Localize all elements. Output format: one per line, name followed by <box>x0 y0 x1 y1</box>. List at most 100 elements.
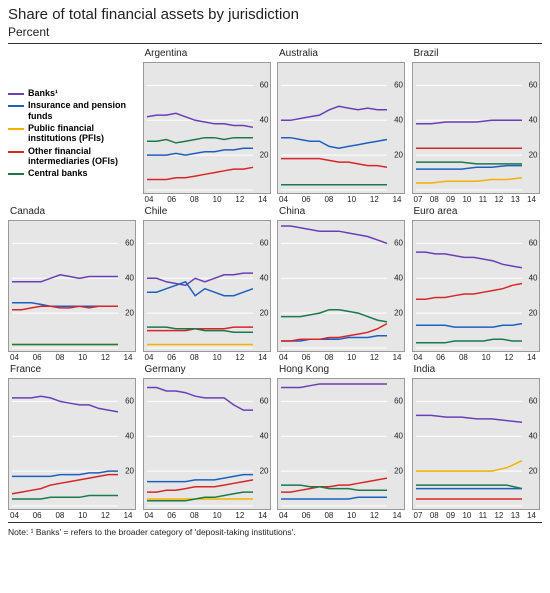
x-tick-labels: 0708091011121314 <box>412 194 543 204</box>
legend-label: Public financial institutions (PFIs) <box>28 123 137 144</box>
series-line-ofi <box>281 324 387 341</box>
panel-title: France <box>8 364 139 378</box>
panel-title: Chile <box>143 206 274 220</box>
y-tick-label: 20 <box>529 467 538 476</box>
y-tick-label: 20 <box>394 151 403 160</box>
legend-item-ins: Insurance and pension funds <box>8 100 137 121</box>
chart-panel: Chile204060040608101214 <box>143 206 274 362</box>
y-tick-label: 40 <box>260 116 269 125</box>
legend-swatch <box>8 105 24 107</box>
legend-label: Other financial intermediaries (OFIs) <box>28 146 137 167</box>
series-line-banks <box>147 273 253 285</box>
panel-title: Euro area <box>412 206 543 220</box>
chart-svg <box>277 62 405 194</box>
y-tick-label: 40 <box>394 116 403 125</box>
legend-label: Banks¹ <box>28 88 58 98</box>
chart-svg <box>412 378 540 510</box>
y-tick-label: 60 <box>529 81 538 90</box>
bottom-rule <box>8 522 542 523</box>
y-tick-label: 20 <box>260 467 269 476</box>
legend-swatch <box>8 173 24 175</box>
chart-svg <box>143 62 271 194</box>
series-line-pfi <box>416 461 522 471</box>
y-tick-label: 20 <box>394 309 403 318</box>
y-tick-label: 40 <box>125 432 134 441</box>
series-line-banks <box>281 384 387 388</box>
chart-panel: Germany204060040608101214 <box>143 364 274 520</box>
legend-item-ofi: Other financial intermediaries (OFIs) <box>8 146 137 167</box>
series-line-banks <box>281 106 387 120</box>
x-tick-labels: 040608101214 <box>277 194 408 204</box>
panel-title: Germany <box>143 364 274 378</box>
chart-svg <box>277 220 405 352</box>
series-line-ins <box>416 166 522 170</box>
series-line-ofi <box>281 159 387 168</box>
y-tick-label: 20 <box>260 309 269 318</box>
series-line-ins <box>281 138 387 149</box>
panel-title: China <box>277 206 408 220</box>
x-tick-labels: 040608101214 <box>412 352 543 362</box>
series-line-ins <box>416 324 522 328</box>
y-tick-label: 20 <box>529 309 538 318</box>
series-line-banks <box>147 388 253 411</box>
series-line-cb <box>416 162 522 164</box>
chart-svg <box>8 378 136 510</box>
y-tick-label: 40 <box>529 274 538 283</box>
series-line-ins <box>147 148 253 155</box>
x-tick-labels: 040608101214 <box>277 352 408 362</box>
series-line-banks <box>416 120 522 124</box>
y-tick-label: 40 <box>260 274 269 283</box>
top-rule <box>8 43 542 44</box>
series-line-pfi <box>416 178 522 183</box>
y-tick-label: 20 <box>260 151 269 160</box>
y-tick-label: 60 <box>529 239 538 248</box>
chart-panel: Euro area 20 40 60 040608101214 <box>412 206 543 362</box>
series-line-ofi <box>12 475 118 494</box>
y-tick-label: 60 <box>260 239 269 248</box>
y-tick-label: 60 <box>394 397 403 406</box>
y-tick-label: 40 <box>260 432 269 441</box>
series-line-ins <box>147 475 253 482</box>
y-tick-label: 40 <box>529 432 538 441</box>
chart-svg <box>412 220 540 352</box>
series-line-cb <box>147 327 253 332</box>
legend-item-pfi: Public financial institutions (PFIs) <box>8 123 137 144</box>
x-tick-labels: 0708091011121314 <box>412 510 543 520</box>
chart-svg <box>412 62 540 194</box>
panel-title: Argentina <box>143 48 274 62</box>
chart-panel: China 20 40 60 040608101214 <box>277 206 408 362</box>
panel-title: India <box>412 364 543 378</box>
legend-item-cb: Central banks <box>8 168 137 178</box>
legend-swatch <box>8 151 24 153</box>
series-line-banks <box>281 226 387 243</box>
chart-panel: Australia204060040608101214 <box>277 48 408 204</box>
y-tick-label: 60 <box>260 81 269 90</box>
legend: Banks¹ Insurance and pension fundsPublic … <box>8 48 139 204</box>
chart-panel: Argentina 20 40 60 040608101214 <box>143 48 274 204</box>
legend-swatch <box>8 128 24 130</box>
chart-grid: Banks¹ Insurance and pension fundsPublic … <box>8 48 542 520</box>
chart-svg <box>143 220 271 352</box>
y-tick-label: 40 <box>125 274 134 283</box>
x-tick-labels: 040608101214 <box>143 194 274 204</box>
series-line-banks <box>12 396 118 412</box>
series-line-banks <box>416 252 522 268</box>
y-tick-label: 40 <box>394 432 403 441</box>
panel-title: Australia <box>277 48 408 62</box>
chart-panel: Hong Kong204060040608101214 <box>277 364 408 520</box>
x-tick-labels: 040608101214 <box>8 352 139 362</box>
chart-panel: France204060040608101214 <box>8 364 139 520</box>
series-line-ofi <box>416 284 522 300</box>
y-tick-label: 60 <box>260 397 269 406</box>
y-tick-label: 60 <box>394 239 403 248</box>
series-line-cb <box>281 310 387 322</box>
legend-swatch <box>8 93 24 95</box>
y-tick-label: 20 <box>125 467 134 476</box>
series-line-banks <box>416 415 522 422</box>
chart-panel: India2040600708091011121314 <box>412 364 543 520</box>
series-line-cb <box>12 496 118 500</box>
y-tick-label: 40 <box>394 274 403 283</box>
series-line-cb <box>416 339 522 343</box>
legend-item-banks: Banks¹ <box>8 88 137 98</box>
chart-panel: Canada204060040608101214 <box>8 206 139 362</box>
